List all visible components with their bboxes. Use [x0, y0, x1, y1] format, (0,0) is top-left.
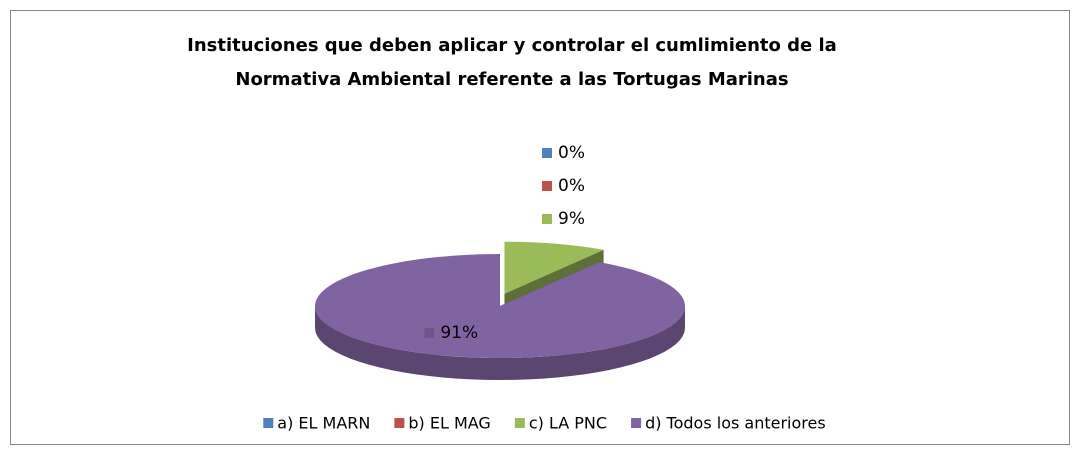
label-key — [424, 327, 435, 338]
legend-label: d) Todos los anteriores — [645, 414, 826, 433]
chart-title: Instituciones que deben aplicar y contro… — [187, 35, 837, 56]
legend-key — [514, 418, 525, 428]
data-label: 0% — [558, 143, 585, 163]
legend-key — [394, 418, 405, 428]
label-key — [542, 148, 552, 158]
label-key — [542, 214, 552, 224]
data-label: 9% — [558, 209, 585, 229]
legend-key — [631, 418, 642, 428]
slice — [314, 254, 685, 358]
legend-label: a) EL MARN — [277, 414, 370, 433]
chart-title: Normativa Ambiental referente a las Tort… — [235, 69, 788, 90]
legend-label: b) EL MAG — [408, 414, 490, 433]
slice — [504, 241, 604, 294]
legend-label: c) LA PNC — [529, 414, 607, 433]
label-key — [542, 181, 552, 191]
data-label: 91% — [440, 323, 478, 343]
slice-side — [315, 306, 685, 380]
legend-key — [263, 418, 274, 428]
data-label: 0% — [558, 176, 585, 196]
